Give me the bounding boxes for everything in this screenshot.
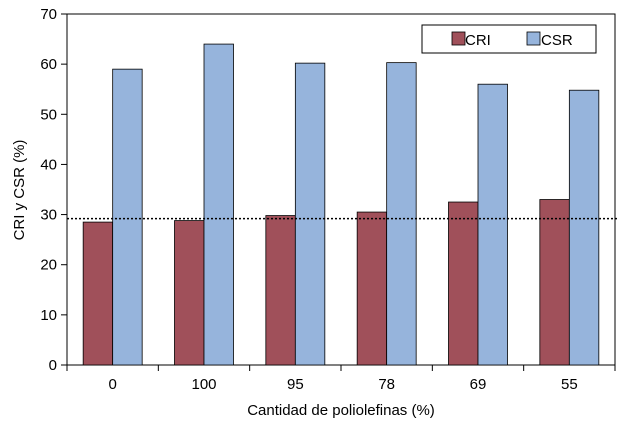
- y-tick-label: 0: [49, 357, 57, 374]
- x-tick-label: 100: [191, 376, 216, 393]
- y-tick-label: 50: [40, 106, 57, 123]
- y-axis-title: CRI y CSR (%): [11, 140, 28, 241]
- y-tick-label: 70: [40, 6, 57, 23]
- bar-csr: [386, 62, 417, 366]
- x-tick-label: 0: [108, 376, 116, 393]
- x-tick-label: 95: [287, 376, 304, 393]
- legend-swatch-csr: [526, 31, 541, 46]
- bar-cri: [356, 211, 388, 366]
- legend-label-cri: CRI: [465, 32, 491, 49]
- bar-csr: [477, 83, 508, 366]
- legend-label-csr: CSR: [541, 32, 573, 49]
- x-tick-label: 78: [378, 376, 395, 393]
- bar-csr: [294, 62, 326, 366]
- bar-cri: [265, 215, 296, 366]
- bar-csr: [112, 68, 143, 366]
- bar-csr: [568, 89, 600, 366]
- plot-area: [66, 13, 616, 366]
- bar-csr: [203, 43, 234, 366]
- y-tick-label: 60: [40, 56, 57, 73]
- y-tick-label: 20: [40, 257, 57, 274]
- bar-cri: [82, 221, 114, 366]
- x-axis-title: Cantidad de poliolefinas (%): [247, 402, 435, 419]
- y-tick-label: 40: [40, 156, 57, 173]
- legend: CRI CSR: [421, 24, 597, 54]
- bar-cri: [539, 199, 570, 366]
- bar-cri: [174, 220, 205, 366]
- y-tick-label: 10: [40, 307, 57, 324]
- legend-box: [421, 24, 597, 54]
- y-axis-ticks: 0 10 20 30 40 50 60 70: [40, 6, 67, 374]
- x-tick-label: 69: [470, 376, 487, 393]
- bars: [82, 43, 600, 366]
- legend-swatch-cri: [451, 31, 466, 46]
- x-tick-label: 55: [561, 376, 578, 393]
- x-axis-ticks: 0 100 95 78 69 55: [66, 365, 616, 393]
- y-tick-label: 30: [40, 207, 57, 224]
- bar-cri: [448, 201, 479, 366]
